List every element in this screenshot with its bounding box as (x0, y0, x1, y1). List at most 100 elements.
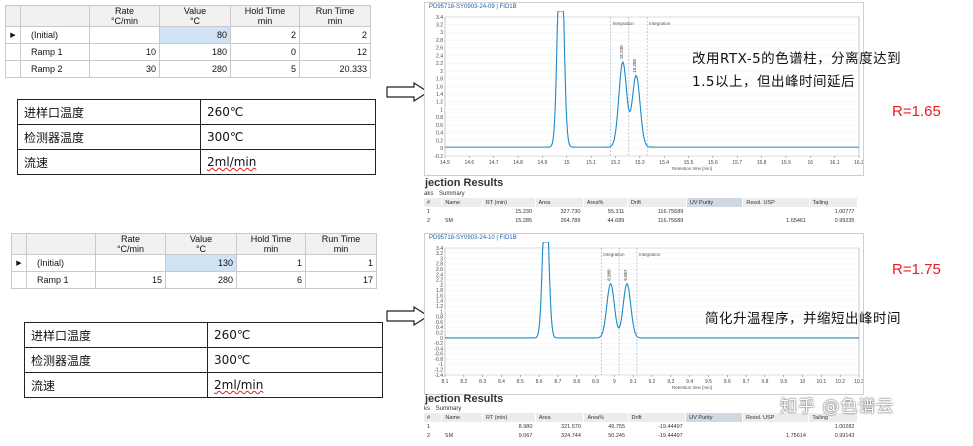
resolution-label-2: R=1.75 (892, 261, 941, 278)
cell-value[interactable]: 280 (165, 271, 237, 289)
table-row[interactable]: 1 15.230 327.730 55.311 116.75689 1.00777 (424, 207, 858, 216)
x-tick-label: 14.7 (489, 160, 499, 166)
x-tick-label: 15.2 (611, 160, 621, 166)
chromatogram-panel-1: PD95718-SY0903-24-09 | FID1B 3.4 3.2 3 2.8 2… (424, 2, 864, 176)
tab-peaks[interactable]: ks (424, 406, 430, 412)
conditions-table-2: 进样口温度 260℃ 检测器温度 300℃ 流速 2ml/min (24, 322, 383, 398)
x-tick-label: 9.4 (686, 379, 693, 385)
row-selector-icon[interactable] (5, 43, 21, 61)
tab-summary[interactable]: Summary (435, 406, 462, 412)
cell-value[interactable]: 130 (165, 254, 237, 272)
table-row[interactable]: 2 SM 9.067 324.744 50.245 -19.44497 1.75614 0.9… (424, 431, 858, 440)
results-cell: 116.75689 (657, 217, 684, 224)
results-cell: 15.285 (515, 217, 533, 224)
tab-peaks[interactable]: aks (424, 191, 434, 197)
x-tick-label: 9.3 (667, 379, 674, 385)
integration-marker: Integration (649, 21, 671, 26)
x-tick-label: 10.1 (816, 379, 826, 385)
y-tick-label: 2.2 (436, 278, 443, 284)
results-cell: 1.00282 (834, 423, 855, 430)
cell-hold[interactable]: 6 (236, 271, 306, 289)
header-value: Value °C (165, 233, 237, 255)
cell-rate[interactable]: 30 (89, 60, 160, 78)
condition-name: 流速 (24, 372, 208, 398)
cell-hold[interactable]: 0 (230, 43, 300, 61)
y-tick-label: 2 (440, 283, 443, 289)
cell-rate[interactable]: 15 (95, 271, 166, 289)
results-cell: -19.44497 (657, 432, 683, 439)
results-column-header[interactable]: # (424, 413, 443, 422)
watermark: 知乎 @色谱云 (780, 397, 895, 417)
cell-value[interactable]: 180 (159, 43, 231, 61)
table-row: 进样口温度 260℃ (17, 99, 376, 125)
x-tick-label: 8.3 (479, 379, 486, 385)
table-row[interactable]: 1 8.980 321.570 49.755 -19.44497 1.00282 (424, 422, 858, 431)
x-tick-label: 15.3 (635, 160, 645, 166)
tab-summary[interactable]: Summary (439, 191, 465, 197)
results-cell (742, 422, 808, 431)
chromatogram-title: PD95718-SY0903-24-09 | FID1B (429, 4, 517, 10)
results-column-header[interactable]: Drift (628, 413, 687, 422)
results-column-header[interactable]: Name (441, 198, 483, 207)
x-axis-label: Retention time [min] (672, 166, 712, 171)
row-selector-icon[interactable] (11, 271, 27, 289)
row-selector-icon[interactable]: ▶ (11, 254, 27, 272)
table-row[interactable]: ▶ (Initial) 130 1 1 (11, 254, 377, 272)
header-blank (20, 5, 90, 27)
annotation-line: 1.5以上，但出峰时间延后 (692, 74, 855, 90)
results-column-header[interactable]: Resol. USP (742, 198, 810, 207)
conditions-table-1: 进样口温度 260℃ 检测器温度 300℃ 流速 2ml/min (17, 99, 376, 175)
x-tick-label: 9.8 (761, 379, 768, 385)
row-label: (Initial) (26, 254, 96, 272)
x-tick-label: 15.8 (757, 160, 767, 166)
results-column-header[interactable]: Name (441, 413, 484, 422)
results-column-header[interactable]: Area% (583, 198, 628, 207)
header-rate: Rate °C/min (95, 233, 166, 255)
x-tick-label: 8.4 (498, 379, 505, 385)
table-row[interactable]: ▶ (Initial) 80 2 2 (5, 26, 371, 44)
x-tick-label: 16.2 (854, 160, 863, 166)
y-tick-label: 3.2 (436, 251, 443, 257)
results-cell (686, 216, 742, 225)
results-column-header[interactable]: # (424, 198, 443, 207)
results-cell: 8.980 (518, 423, 533, 430)
table-row[interactable]: Ramp 1 15 280 6 17 (11, 271, 377, 289)
results-column-header[interactable]: Resol. USP (742, 413, 810, 422)
results-column-header[interactable]: Drift (627, 198, 687, 207)
cell-hold[interactable]: 5 (230, 60, 300, 78)
table-row[interactable]: Ramp 1 10 180 0 12 (5, 43, 371, 61)
results-cell (743, 207, 809, 216)
cell-rate[interactable]: 10 (89, 43, 160, 61)
cell-hold[interactable]: 2 (230, 26, 300, 44)
results-tabs: aks Summary (424, 191, 465, 197)
x-tick-label: 10.3 (854, 379, 863, 385)
results-column-header[interactable]: UV Purity (685, 413, 743, 422)
results-column-header[interactable]: UV Purity (686, 198, 744, 207)
results-column-header[interactable]: Area% (583, 413, 629, 422)
results-column-header[interactable]: Area (535, 413, 585, 422)
results-column-header[interactable]: RT (min) (482, 413, 536, 422)
results-column-header[interactable]: Tailing (808, 413, 858, 422)
cell-hold[interactable]: 1 (236, 254, 306, 272)
y-tick-label: -0.2 (434, 341, 443, 347)
cell-rate[interactable] (89, 26, 160, 44)
y-tick-label: 0 (440, 146, 443, 152)
row-selector-icon[interactable]: ▶ (5, 26, 21, 44)
row-label: Ramp 2 (20, 60, 90, 78)
cell-rate[interactable] (95, 254, 166, 272)
results-column-header[interactable]: Area (535, 198, 584, 207)
table-row: 进样口温度 260℃ (24, 322, 383, 348)
condition-value: 260℃ (200, 99, 376, 125)
x-tick-label: 9.6 (724, 379, 731, 385)
y-tick-label: 1.2 (436, 100, 443, 106)
cell-value[interactable]: 280 (159, 60, 231, 78)
table-row[interactable]: 2 SM 15.285 264.789 44.689 116.75689 1.65461 0.… (424, 216, 858, 225)
results-column-header[interactable]: Tailing (809, 198, 859, 207)
table-row[interactable]: Ramp 2 30 280 5 20.333 (5, 60, 371, 78)
y-tick-label: 1.4 (436, 299, 443, 305)
row-selector-icon[interactable] (5, 60, 21, 78)
cell-value[interactable]: 80 (159, 26, 231, 44)
y-tick-label: -1.4 (434, 373, 443, 379)
results-column-header[interactable]: RT (min) (482, 198, 536, 207)
results-title: jection Results (425, 177, 504, 189)
